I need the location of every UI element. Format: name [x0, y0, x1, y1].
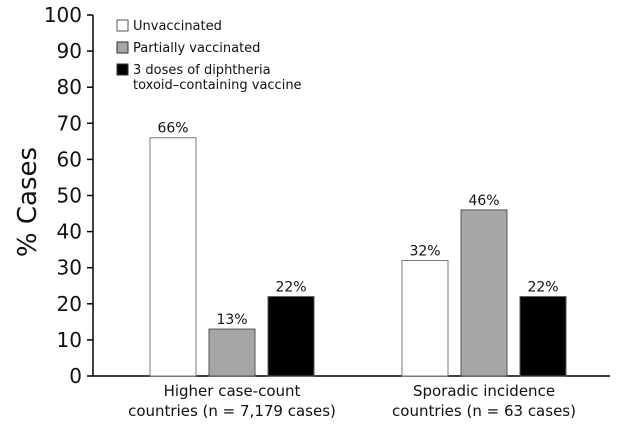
plot-area: 0 10 20 30 40 50 60 70 80 90 100 66% 13% 22% Higher ca…: [44, 3, 610, 420]
legend-swatch: [116, 19, 129, 32]
data-label: 22%: [527, 280, 558, 296]
data-label: 66%: [157, 121, 188, 137]
bar: [149, 137, 197, 377]
x-category-label: Higher case-count: [164, 382, 301, 400]
data-label: 46%: [468, 193, 499, 209]
bar: [267, 296, 315, 377]
y-tick-label: 0: [69, 364, 82, 388]
y-axis-title: % Cases: [13, 147, 43, 257]
legend-label: toxoid–containing vaccine: [133, 78, 302, 93]
y-tick-label: 70: [57, 111, 82, 135]
y-tick-label: 40: [57, 220, 82, 244]
y-tick-label: 20: [57, 292, 82, 316]
bar: [401, 259, 449, 377]
legend: Unvaccinated Partially vaccinated 3 doses …: [116, 19, 302, 93]
legend-swatch: [116, 63, 129, 76]
bar: [519, 296, 567, 377]
y-tick-label: 60: [57, 147, 82, 171]
legend-label: Partially vaccinated: [133, 41, 260, 56]
legend-swatch: [116, 41, 129, 54]
y-tick-label: 50: [57, 184, 82, 208]
legend-label: Unvaccinated: [133, 19, 222, 34]
bar: [208, 328, 256, 377]
data-label: 13%: [216, 312, 247, 328]
legend-label: 3 doses of diphtheria: [133, 63, 271, 78]
y-tick-label: 80: [57, 75, 82, 99]
y-tick-label: 100: [44, 3, 82, 27]
y-tick-label: 10: [57, 328, 82, 352]
y-tick-label: 30: [57, 256, 82, 280]
bar: [460, 209, 508, 377]
x-category-label: Sporadic incidence: [413, 382, 555, 400]
x-category-label: countries (n = 63 cases): [392, 402, 576, 420]
y-tick-label: 90: [57, 39, 82, 63]
data-label: 22%: [275, 280, 306, 296]
data-label: 32%: [409, 243, 440, 259]
x-category-label: countries (n = 7,179 cases): [128, 402, 336, 420]
